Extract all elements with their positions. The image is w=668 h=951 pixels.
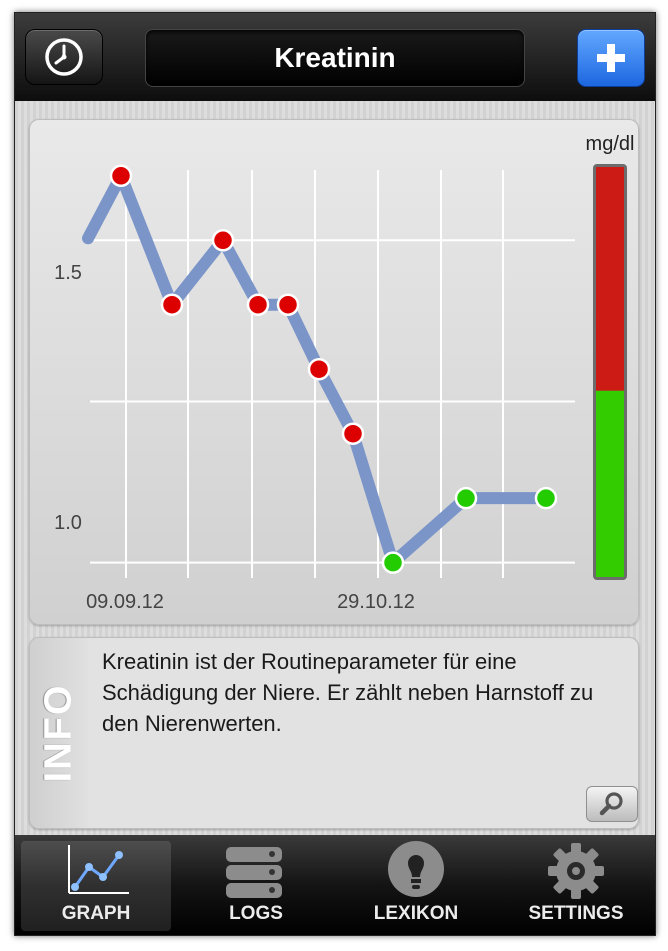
tab-settings[interactable]: SETTINGS: [501, 841, 651, 931]
tab-bar: GRAPH LOGS LEXIKON: [15, 835, 655, 935]
add-button[interactable]: [577, 29, 645, 87]
graph-card: 1.5 1.0 09.09.12 29.10.12 mg/dl: [29, 119, 639, 625]
data-point: [246, 293, 270, 316]
clock-icon: [45, 38, 83, 76]
info-sidebar: INFO: [30, 638, 88, 828]
tab-logs-label: LOGS: [229, 903, 283, 924]
data-point: [534, 486, 558, 510]
ytick-label: 1.0: [54, 512, 82, 534]
logs-icon: [226, 847, 282, 898]
tab-lexikon-label: LEXIKON: [373, 903, 459, 924]
tab-settings-label: SETTINGS: [528, 903, 624, 924]
data-point: [454, 486, 478, 510]
unit-label: mg/dl: [586, 133, 635, 155]
history-button[interactable]: [25, 29, 103, 85]
plus-icon: [597, 44, 625, 72]
reference-scale-normal: [596, 390, 624, 577]
info-panel: INFO Kreatinin ist der Routineparameter …: [29, 637, 639, 829]
xtick-label: 09.09.12: [86, 591, 164, 613]
lightbulb-icon: [388, 841, 444, 897]
graph-icon: [68, 845, 129, 894]
zoom-button[interactable]: [586, 786, 638, 822]
ytick-label: 1.5: [54, 262, 82, 284]
data-point: [276, 293, 300, 316]
data-point: [109, 164, 133, 188]
magnifier-icon: [599, 792, 623, 816]
info-text: Kreatinin ist der Routineparameter für e…: [102, 649, 594, 736]
navigation-bar: Kreatinin: [15, 13, 655, 101]
data-point: [160, 293, 184, 316]
reference-scale-high: [596, 167, 624, 391]
info-label: INFO: [37, 683, 80, 783]
data-point: [307, 357, 331, 381]
tab-logs[interactable]: LOGS: [181, 841, 331, 931]
data-point: [381, 551, 405, 574]
page-title: Kreatinin: [145, 29, 525, 87]
content-area: 1.5 1.0 09.09.12 29.10.12 mg/dl INFO Kre…: [15, 101, 655, 835]
data-point: [341, 422, 365, 445]
kreatinin-chart: 1.5 1.0 09.09.12 29.10.12 mg/dl: [54, 133, 635, 613]
gear-icon: [548, 843, 604, 899]
tab-graph-label: GRAPH: [61, 903, 131, 924]
data-point: [211, 229, 235, 252]
xtick-label: 29.10.12: [337, 591, 415, 613]
tab-graph[interactable]: GRAPH: [21, 841, 171, 931]
app-screen: Kreatinin 1.5 1.0 09.09.12 29.10.12 mg/d…: [14, 12, 656, 936]
tab-lexikon[interactable]: LEXIKON: [341, 841, 491, 931]
